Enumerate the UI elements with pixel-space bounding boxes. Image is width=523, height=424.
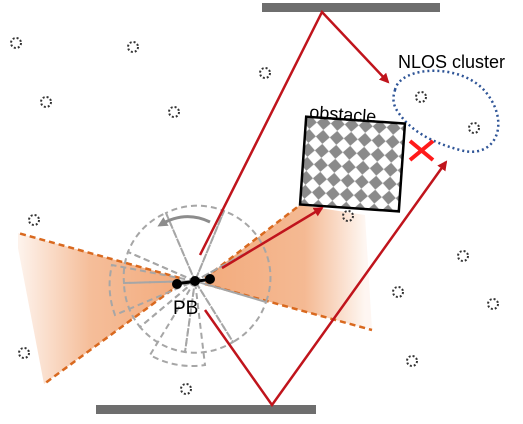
scatterer-icon [487, 298, 499, 310]
scatterer-icon [18, 347, 30, 359]
scatterer-dots [10, 37, 499, 395]
obstacle-block [298, 115, 407, 213]
nlos-cluster-outline [392, 69, 500, 153]
scatterer-icon [180, 383, 192, 395]
rotation-arrow [157, 215, 211, 227]
reflected-rays [198, 9, 448, 408]
ray-via-bottom-wall [203, 160, 448, 408]
beam-edge-lower-right [204, 282, 373, 332]
scatterer-icon [168, 106, 180, 118]
pb-label: PB [173, 298, 198, 319]
scatterer-icon [406, 355, 418, 367]
bottom-wall [96, 405, 316, 414]
scatterer-icon [392, 286, 404, 298]
obstacle-label: obstacle [309, 102, 377, 127]
beam-edge-upper-left [17, 231, 181, 280]
beam-edge-lower-left [43, 282, 181, 386]
top-wall [262, 3, 440, 12]
ray-via-top-wall [198, 9, 390, 256]
scatterer-icon [259, 67, 271, 79]
nlos-cluster-label: NLOS cluster [398, 52, 505, 72]
scatterer-icon [415, 91, 427, 103]
scatterer-icon [40, 96, 52, 108]
scatterer-icon [342, 210, 354, 222]
scatterer-icon [28, 214, 40, 226]
red-x-icon [408, 139, 435, 162]
scatterer-icon [457, 250, 469, 262]
main-beam-right [205, 205, 372, 330]
pb-array [172, 274, 215, 289]
scatterer-icon [10, 37, 22, 49]
scatterer-icon [468, 122, 480, 134]
ray-to-obstacle [221, 206, 324, 270]
scatterer-icon [127, 41, 139, 53]
main-beam-left [18, 233, 180, 384]
